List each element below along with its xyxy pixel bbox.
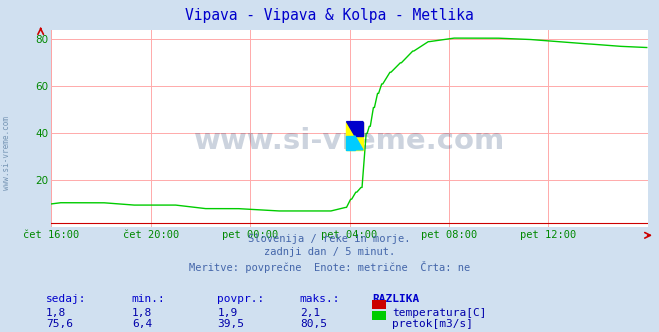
- Text: Meritve: povprečne  Enote: metrične  Črta: ne: Meritve: povprečne Enote: metrične Črta:…: [189, 261, 470, 273]
- Text: 1,8: 1,8: [132, 308, 152, 318]
- Bar: [347, 136, 355, 150]
- Text: 1,9: 1,9: [217, 308, 238, 318]
- Text: www.si-vreme.com: www.si-vreme.com: [2, 116, 11, 190]
- Polygon shape: [347, 136, 363, 150]
- Text: 75,6: 75,6: [46, 319, 73, 329]
- Text: temperatura[C]: temperatura[C]: [392, 308, 486, 318]
- Text: 39,5: 39,5: [217, 319, 244, 329]
- Text: maks.:: maks.:: [300, 294, 340, 304]
- Text: povpr.:: povpr.:: [217, 294, 265, 304]
- Text: 80,5: 80,5: [300, 319, 327, 329]
- Text: 2,1: 2,1: [300, 308, 320, 318]
- Bar: [355, 122, 363, 136]
- Bar: [347, 122, 363, 150]
- Text: RAZLIKA: RAZLIKA: [372, 294, 420, 304]
- Text: zadnji dan / 5 minut.: zadnji dan / 5 minut.: [264, 247, 395, 257]
- Text: Slovenija / reke in morje.: Slovenija / reke in morje.: [248, 234, 411, 244]
- Text: min.:: min.:: [132, 294, 165, 304]
- Polygon shape: [347, 122, 363, 136]
- Text: sedaj:: sedaj:: [46, 294, 86, 304]
- Text: pretok[m3/s]: pretok[m3/s]: [392, 319, 473, 329]
- Text: 1,8: 1,8: [46, 308, 67, 318]
- Text: 6,4: 6,4: [132, 319, 152, 329]
- Text: www.si-vreme.com: www.si-vreme.com: [194, 126, 505, 154]
- Text: Vipava - Vipava & Kolpa - Metlika: Vipava - Vipava & Kolpa - Metlika: [185, 8, 474, 23]
